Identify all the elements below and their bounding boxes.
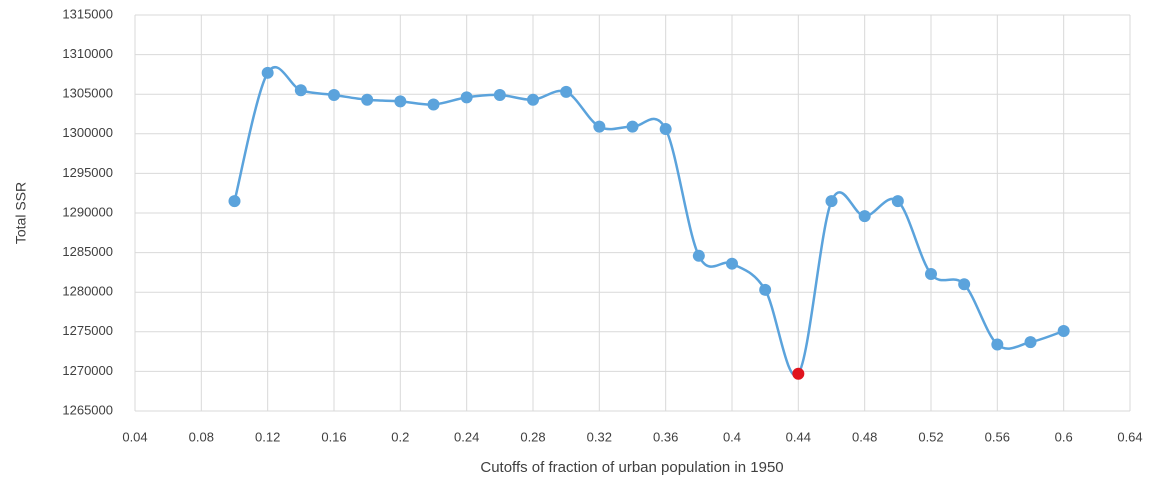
x-tick-label: 0.48 (852, 429, 877, 444)
y-tick-label: 1300000 (62, 125, 113, 140)
point (1024, 336, 1037, 349)
point (958, 278, 971, 291)
x-tick-label: 0.32 (587, 429, 612, 444)
point (925, 267, 937, 280)
x-tick-label: 0.6 (1055, 429, 1073, 444)
y-tick-label: 1270000 (62, 363, 113, 378)
point (759, 283, 772, 296)
point (394, 95, 407, 108)
x-tick-label: 0.12 (255, 429, 280, 444)
y-tick-label: 1280000 (62, 284, 113, 299)
y-tick-label: 1265000 (62, 402, 113, 417)
point (527, 93, 539, 106)
y-axis-title: Total SSR (13, 182, 29, 244)
x-tick-label: 0.44 (786, 429, 811, 444)
point (328, 88, 340, 101)
point (659, 123, 672, 136)
point (825, 195, 838, 208)
point (692, 249, 705, 262)
y-tick-label: 1310000 (62, 46, 113, 61)
y-tick-label: 1285000 (62, 244, 113, 259)
y-tick-label: 1305000 (62, 86, 113, 101)
point (560, 85, 573, 98)
point (228, 195, 241, 208)
x-tick-label: 0.16 (321, 429, 346, 444)
point (427, 98, 440, 111)
point (858, 210, 871, 223)
point (891, 195, 904, 208)
line (233, 65, 1065, 377)
point (792, 367, 805, 380)
x-tick-label: 0.04 (122, 429, 147, 444)
point (460, 91, 473, 104)
x-tick-label: 0.2 (391, 429, 409, 444)
x-tick-label: 0.08 (189, 429, 214, 444)
y-tick-label: 1315000 (62, 6, 113, 21)
x-tick-label: 0.28 (520, 429, 545, 444)
point (593, 120, 606, 133)
point (361, 93, 374, 106)
point (1057, 325, 1070, 338)
x-tick-label: 0.64 (1117, 429, 1142, 444)
x-tick-label: 0.24 (454, 429, 479, 444)
point (261, 66, 274, 79)
y-tick-label: 1290000 (62, 204, 113, 219)
y-tick-label: 1295000 (62, 165, 113, 180)
point (626, 120, 639, 133)
point (991, 338, 1004, 351)
x-tick-label: 0.4 (723, 429, 741, 444)
point (493, 88, 506, 101)
x-tick-label: 0.52 (918, 429, 943, 444)
y-tick-label: 1275000 (62, 323, 113, 338)
point (726, 257, 738, 270)
point (294, 84, 307, 97)
x-tick-label: 0.36 (653, 429, 678, 444)
x-axis-title: Cutoffs of fraction of urban population … (480, 459, 783, 476)
x-tick-label: 0.56 (985, 429, 1010, 444)
